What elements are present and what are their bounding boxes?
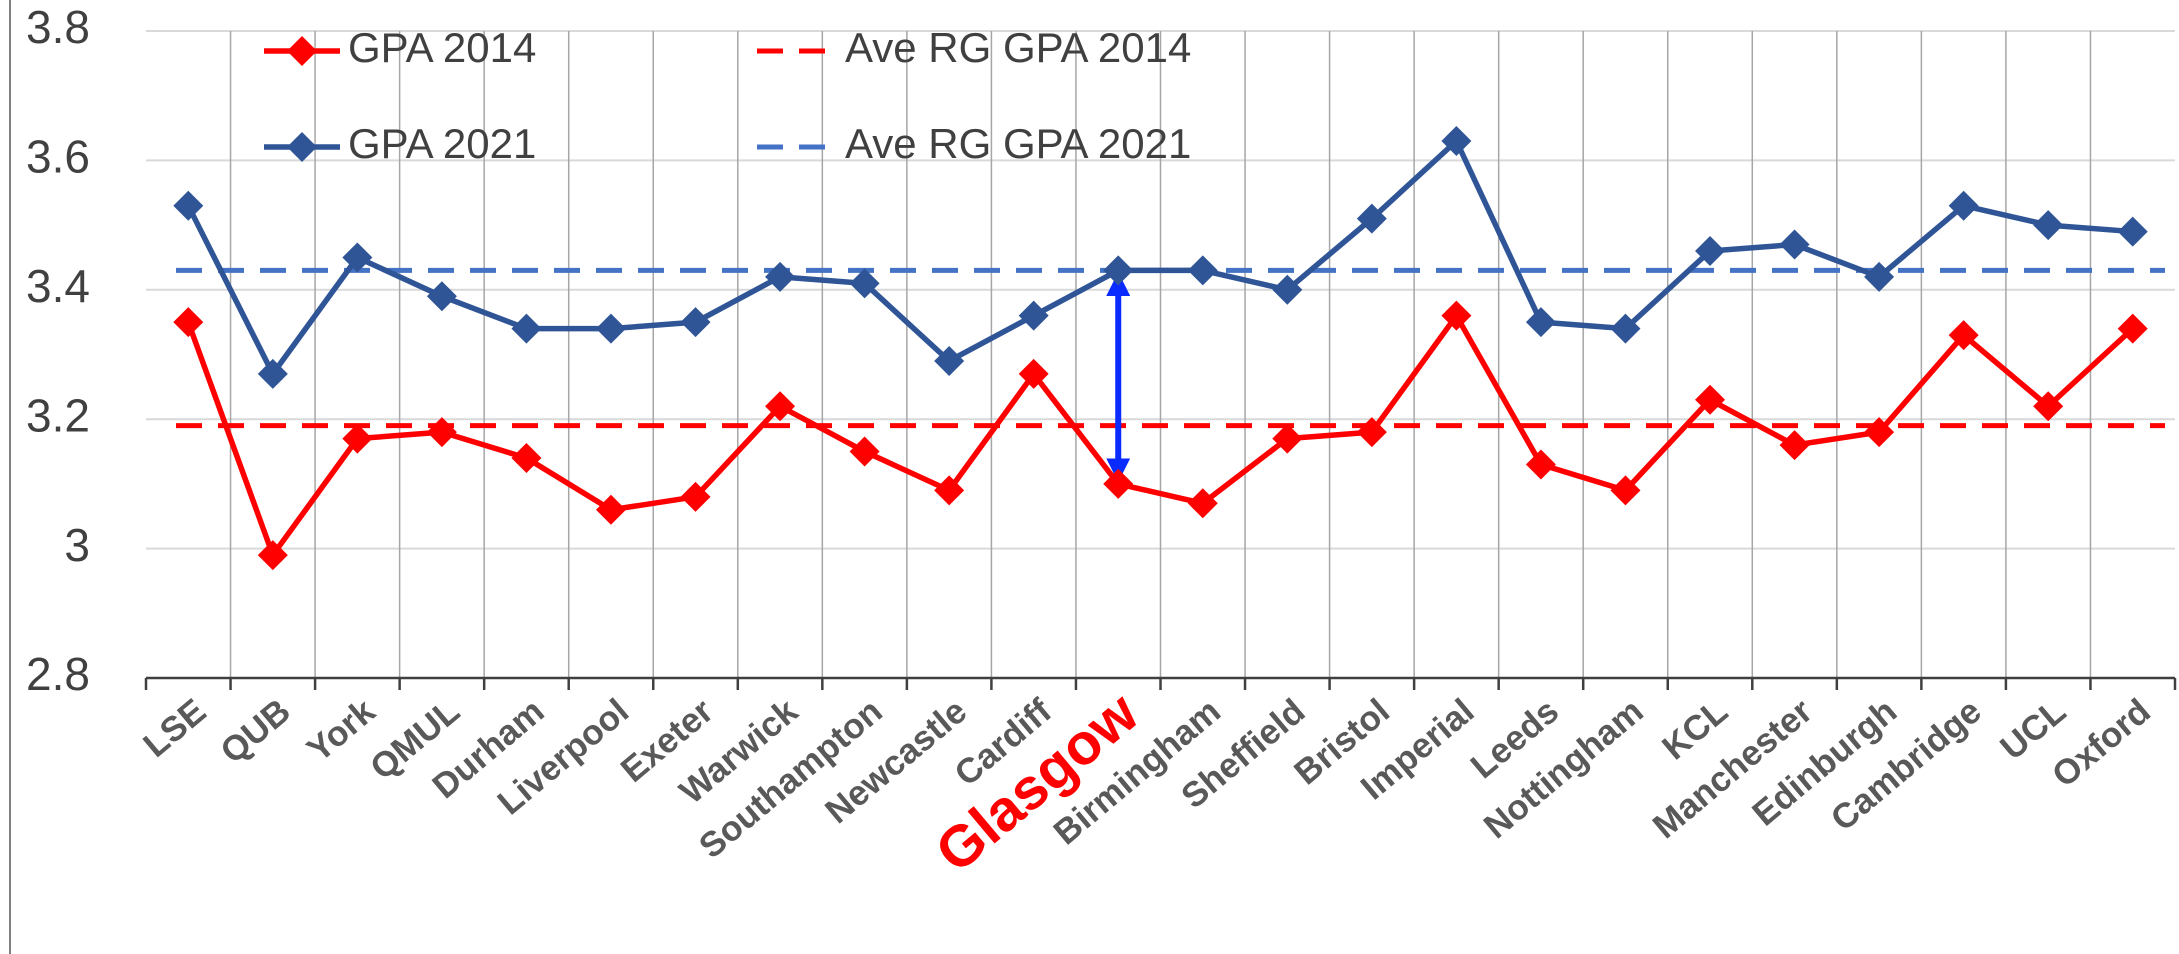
data-point	[1610, 313, 1641, 344]
y-tick-label: 2.8	[26, 648, 90, 700]
data-point	[1356, 417, 1387, 448]
y-tick-label: 3.8	[26, 1, 90, 53]
data-point	[1272, 274, 1303, 305]
data-point	[595, 494, 626, 525]
data-point	[1441, 125, 1472, 156]
data-point	[1356, 203, 1387, 234]
data-point	[1948, 320, 1979, 351]
data-point	[1187, 488, 1218, 519]
data-point	[1018, 300, 1049, 331]
x-tick-label: Oxford	[2045, 691, 2158, 795]
x-tick-label: LSE	[136, 691, 213, 765]
legend-label: Ave RG GPA 2014	[845, 24, 1191, 71]
data-point	[257, 358, 288, 389]
data-point	[1779, 430, 1810, 461]
data-point	[1610, 475, 1641, 506]
data-point	[342, 423, 373, 454]
data-point	[426, 281, 457, 312]
y-tick-label: 3.4	[26, 260, 90, 312]
y-tick-label: 3.6	[26, 131, 90, 183]
data-point	[511, 443, 542, 474]
series-line	[185, 312, 2135, 558]
data-point	[1525, 307, 1556, 338]
data-point	[1525, 449, 1556, 480]
data-point	[1103, 255, 1134, 286]
data-point	[173, 190, 204, 221]
legend-label: Ave RG GPA 2021	[845, 120, 1191, 167]
data-point	[1695, 235, 1726, 266]
data-point	[849, 268, 880, 299]
legend-label: GPA 2021	[348, 120, 536, 167]
legend-swatch-marker	[287, 36, 317, 66]
data-point	[765, 261, 796, 292]
data-point	[934, 345, 965, 376]
series-line	[185, 138, 2133, 377]
data-point	[1441, 300, 1472, 331]
data-point	[1864, 417, 1895, 448]
data-point	[849, 436, 880, 467]
data-point	[1018, 358, 1049, 389]
data-point	[934, 475, 965, 506]
x-tick-label: QUB	[213, 691, 298, 771]
data-point	[2033, 210, 2064, 241]
data-point	[511, 313, 542, 344]
y-tick-label: 3	[64, 519, 90, 571]
data-point	[595, 313, 626, 344]
data-point	[1948, 190, 1979, 221]
legend-label: GPA 2014	[348, 24, 536, 71]
data-point	[2117, 313, 2148, 344]
data-point	[257, 540, 288, 571]
data-point	[1272, 423, 1303, 454]
data-point	[1103, 468, 1134, 499]
data-point	[1864, 261, 1895, 292]
data-point	[173, 307, 204, 338]
data-point	[2117, 216, 2148, 247]
y-tick-label: 3.2	[26, 389, 90, 441]
data-point	[1695, 384, 1726, 415]
data-point	[765, 391, 796, 422]
data-point	[680, 307, 711, 338]
data-point	[426, 417, 457, 448]
data-point	[2033, 391, 2064, 422]
data-point	[342, 242, 373, 273]
data-point	[1779, 229, 1810, 260]
legend-swatch-marker	[287, 132, 317, 162]
data-point	[680, 481, 711, 512]
data-point	[1187, 255, 1218, 286]
